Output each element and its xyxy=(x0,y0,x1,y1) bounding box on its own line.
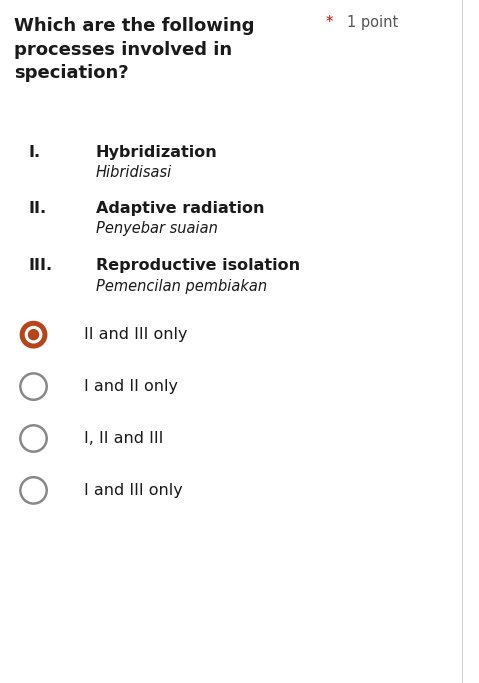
Text: Adaptive radiation: Adaptive radiation xyxy=(96,201,264,216)
Text: Which are the following
processes involved in
speciation?: Which are the following processes involv… xyxy=(14,17,255,82)
Text: I.: I. xyxy=(29,145,41,160)
Text: I and III only: I and III only xyxy=(84,483,182,498)
Text: Reproductive isolation: Reproductive isolation xyxy=(96,258,300,273)
Text: I, II and III: I, II and III xyxy=(84,431,163,446)
Text: III.: III. xyxy=(29,258,53,273)
Text: I and II only: I and II only xyxy=(84,379,178,394)
Text: II and III only: II and III only xyxy=(84,327,187,342)
Text: *: * xyxy=(326,15,333,30)
Text: Penyebar suaian: Penyebar suaian xyxy=(96,221,217,236)
Text: Pemencilan pembiakan: Pemencilan pembiakan xyxy=(96,279,267,294)
Text: Hibridisasi: Hibridisasi xyxy=(96,165,172,180)
Text: 1 point: 1 point xyxy=(347,15,399,30)
Text: II.: II. xyxy=(29,201,47,216)
Text: Hybridization: Hybridization xyxy=(96,145,217,160)
